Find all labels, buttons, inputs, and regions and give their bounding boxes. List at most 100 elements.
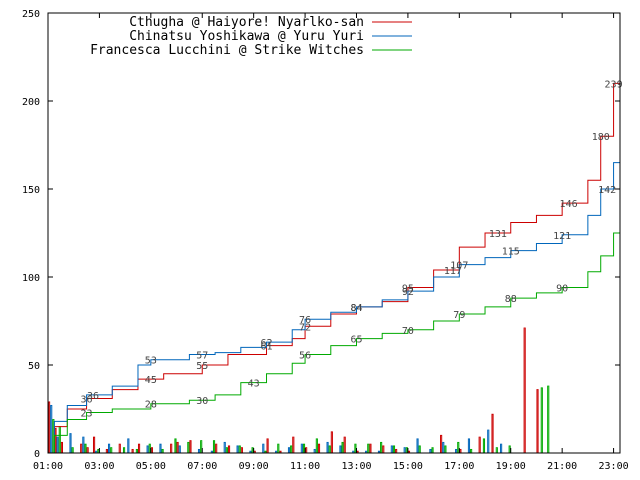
histogram-bar (416, 438, 419, 454)
histogram-bar (478, 436, 481, 454)
data-label: 62 (260, 338, 272, 349)
data-label: 180 (592, 132, 610, 143)
data-label: 45 (145, 375, 157, 386)
histogram-bar (110, 447, 113, 454)
histogram-bar (508, 445, 511, 454)
histogram-bar (380, 441, 383, 454)
histogram-bar (225, 447, 228, 454)
data-label: 23 (81, 409, 93, 420)
series-lines (48, 32, 621, 454)
histogram-bar (354, 443, 357, 454)
data-label: 53 (145, 356, 157, 367)
histogram-bar (487, 429, 490, 454)
histogram-bar (84, 443, 87, 454)
histogram-bar (429, 448, 432, 454)
data-label: 142 (598, 185, 616, 196)
legend-label: Francesca Lucchini @ Strike Witches (90, 43, 364, 58)
histogram-bar (495, 447, 498, 454)
histogram-bar (317, 443, 321, 454)
histogram-bar (382, 445, 385, 454)
y-tick-label: 100 (22, 273, 40, 284)
histogram-bar (71, 447, 74, 454)
histogram-bar (326, 441, 329, 454)
data-label: 43 (248, 379, 260, 390)
data-labels: 36 45 55 61 72 84 95 117 131 146 180 239 36 53 57 62 76 8… (81, 79, 623, 419)
data-label: 84 (350, 303, 362, 314)
histogram-bar (523, 327, 526, 454)
histogram-bar (395, 448, 398, 454)
y-axis: 0 50 100 150 200 250 (22, 9, 620, 460)
x-tick-label: 09:00 (239, 461, 269, 472)
histogram-bar (159, 443, 162, 454)
histogram-bar (491, 413, 494, 454)
histogram-bar (457, 441, 460, 454)
histogram-bar (287, 447, 291, 454)
histogram-bar (170, 443, 173, 454)
histogram-bar (238, 445, 241, 454)
histogram-bar (60, 441, 63, 454)
data-label: 131 (489, 229, 507, 240)
data-label: 56 (299, 350, 311, 361)
data-label: 72 (299, 322, 311, 333)
histogram-bar (277, 443, 280, 454)
histogram-bar (440, 434, 443, 454)
histogram-bar (392, 445, 396, 454)
histogram-bar (240, 447, 243, 454)
y-tick-label: 0 (34, 449, 40, 460)
y-tick-label: 250 (22, 9, 40, 20)
histogram-bar (118, 443, 121, 454)
data-label: 28 (145, 400, 157, 411)
series-line (48, 136, 621, 454)
histogram-bar (105, 448, 108, 454)
histogram-bar (176, 441, 179, 454)
histogram-bars (48, 327, 550, 454)
histogram-bar (223, 441, 226, 454)
histogram-bar (328, 445, 331, 454)
data-label: 239 (605, 79, 623, 90)
histogram-bar (200, 440, 203, 454)
data-label: 36 (87, 391, 99, 402)
histogram-bar (227, 445, 231, 454)
histogram-bar (418, 445, 421, 454)
histogram-bar (187, 441, 190, 454)
data-label: 70 (402, 326, 414, 337)
data-label: 57 (196, 350, 208, 361)
histogram-bar (161, 448, 164, 454)
x-tick-label: 01:00 (33, 461, 63, 472)
data-label: 146 (560, 199, 578, 210)
data-label: 107 (450, 261, 468, 272)
y-tick-label: 50 (28, 361, 40, 372)
histogram-bar (390, 445, 393, 454)
histogram-bar (330, 431, 333, 454)
x-tick-label: 19:00 (496, 461, 526, 472)
data-label: 36 (81, 394, 93, 405)
data-label: 76 (299, 315, 311, 326)
histogram-bar (137, 443, 141, 454)
x-axis: 01:00 03:00 05:00 07:00 09:00 11:00 13:00 15:00… (33, 13, 629, 472)
histogram-bar (86, 447, 89, 454)
histogram-bar (302, 443, 306, 454)
histogram-bar (444, 445, 447, 454)
series-line (48, 203, 621, 454)
series-line (48, 32, 621, 454)
histogram-bar (343, 436, 346, 454)
histogram-bar (262, 443, 265, 454)
histogram-bar (482, 438, 486, 454)
y-tick-label: 200 (22, 97, 40, 108)
x-tick-label: 23:00 (599, 461, 629, 472)
histogram-bar (403, 447, 406, 454)
histogram-bar (178, 445, 181, 454)
histogram-bar (500, 443, 503, 454)
data-label: 30 (196, 396, 208, 407)
histogram-bar (442, 441, 445, 454)
histogram-bar (341, 441, 344, 454)
histogram-bar (82, 436, 85, 454)
histogram-bar (189, 440, 192, 454)
histogram-bar (92, 436, 96, 454)
data-label: 92 (402, 287, 414, 298)
histogram-bar (367, 443, 370, 454)
histogram-bar (313, 448, 316, 454)
legend-label: Chinatsu Yoshikawa @ Yuru Yuri (129, 29, 364, 44)
histogram-bar (315, 438, 318, 454)
plot-frame (47, 12, 621, 454)
